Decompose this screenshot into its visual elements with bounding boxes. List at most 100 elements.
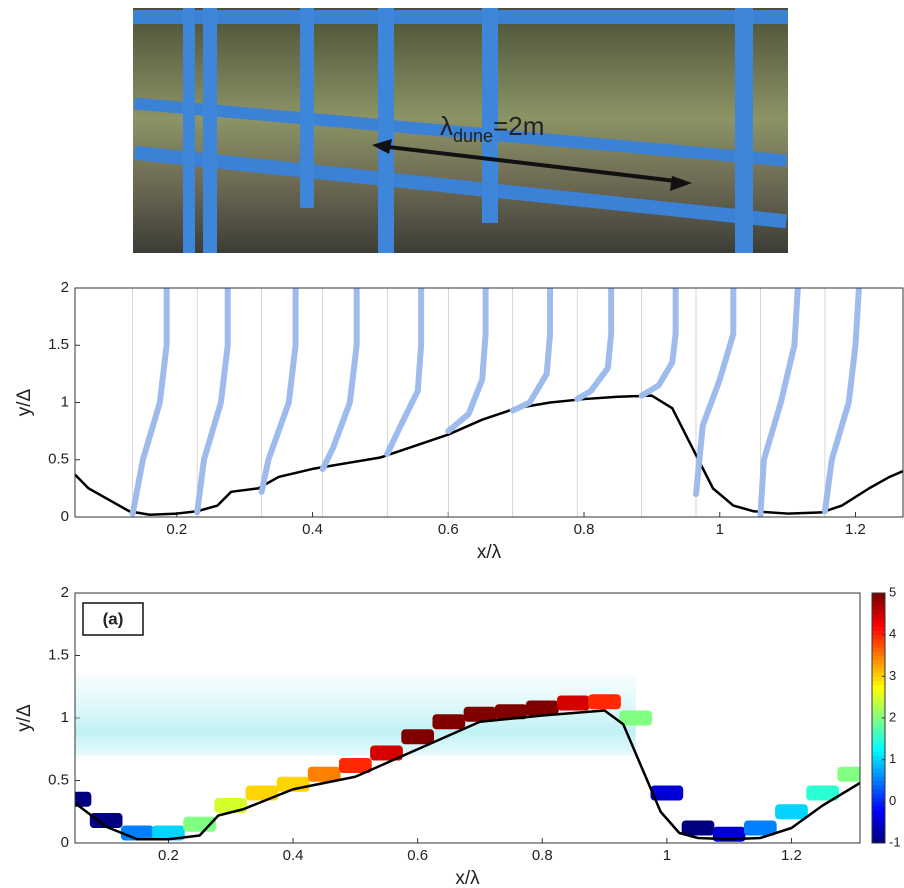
x-tick-label: 1 (663, 847, 671, 864)
colorbar-cell (872, 609, 885, 615)
y-tick-label: 0.5 (48, 771, 69, 788)
colorbar-cell (872, 763, 885, 769)
colorbar-tick-label: 4 (889, 626, 896, 641)
colorbar-cell (872, 797, 885, 802)
colorbar-cell (872, 688, 885, 694)
velocity-profile (129, 288, 170, 517)
x-tick-label: 1.2 (845, 521, 866, 538)
x-tick-label: 0.6 (438, 521, 459, 538)
colorbar-tick-label: 5 (889, 584, 896, 599)
plot-area (75, 288, 903, 517)
bed-profile (75, 709, 860, 841)
colorbar-cell (872, 601, 885, 606)
colorbar-cell (872, 680, 885, 686)
velocity-profile (319, 288, 360, 472)
colorbar-cell (872, 788, 885, 794)
y-tick-label: 2 (61, 584, 69, 601)
field-cell (339, 758, 372, 773)
post (203, 8, 217, 253)
x-axis-label: x/λ (455, 868, 480, 888)
field-cell (588, 694, 621, 710)
colorbar-cell (872, 713, 885, 719)
colorbar-cell (872, 738, 885, 744)
colorbar-cell (872, 634, 885, 640)
field-cell (245, 785, 279, 801)
arrow-head (670, 176, 692, 191)
field-cell (463, 706, 497, 722)
colorbar-cell (872, 801, 885, 806)
velocity-profile (194, 288, 231, 516)
colorbar-cell (872, 643, 885, 648)
colorbar-cell (872, 726, 885, 731)
colorbar-cell (872, 834, 885, 840)
post (482, 8, 498, 223)
velocity-profile (757, 288, 801, 517)
post (300, 8, 314, 208)
field-cell (89, 813, 123, 828)
y-tick-label: 0 (61, 834, 69, 851)
photo-annotation: λdune=2m (440, 111, 544, 146)
colorbar-cell (872, 668, 885, 673)
colorbar-cell (872, 776, 885, 781)
rail (134, 145, 787, 229)
colorbar-cell (872, 743, 885, 748)
colorbar-cell (872, 809, 885, 815)
colorbar-tick-label: 1 (889, 751, 896, 766)
colorbar-cell (872, 618, 885, 623)
field-cell (775, 804, 808, 820)
bed-profile (75, 394, 903, 516)
colorbar-cell (872, 651, 885, 656)
panel-label: (a) (103, 609, 124, 628)
y-tick-label: 1 (61, 393, 69, 410)
x-tick-label: 1 (716, 521, 724, 538)
velocity-profile (574, 288, 615, 403)
colorbar-cell (872, 659, 885, 665)
velocity-profile (638, 288, 679, 399)
field (75, 674, 860, 842)
colorbar-cell (872, 701, 885, 706)
y-tick-label: 1 (61, 709, 69, 726)
field-cell (619, 710, 653, 726)
velocity-profile (258, 288, 299, 495)
colorbar-cell (872, 747, 885, 752)
colorbar-cell (872, 830, 885, 836)
field-cell (432, 714, 466, 730)
field-cell (75, 791, 92, 807)
field-cell (557, 695, 590, 711)
colorbar-cell (872, 622, 885, 627)
colorbar-cell (872, 822, 885, 827)
colorbar-cell (872, 780, 885, 786)
colorbar-cell (872, 597, 885, 602)
colorbar-cell (872, 718, 885, 723)
y-tick-label: 0.5 (48, 451, 69, 468)
guides (132, 288, 826, 517)
x-tick-label: 0.8 (574, 521, 595, 538)
colorbar-cell (872, 805, 885, 811)
velocity-profile (509, 288, 554, 414)
post (378, 8, 394, 253)
colorbar-cell (872, 605, 885, 611)
rail (133, 10, 788, 24)
colorbar-cell (872, 630, 885, 636)
field-cell (307, 766, 341, 782)
colorbar-tick-label: 2 (889, 709, 896, 724)
colorbar-cell (872, 722, 885, 727)
colorbar-cell (872, 709, 885, 715)
photo: λdune=2m (133, 8, 788, 253)
arrow-head (372, 139, 392, 154)
colorbar-cell (872, 793, 885, 798)
field-cell (743, 820, 777, 836)
colorbar-cell (872, 676, 885, 681)
annotation-box (82, 602, 144, 636)
velocity-profile (693, 288, 737, 498)
colorbar-cell (872, 730, 885, 736)
rail (133, 97, 788, 167)
field-cell (494, 704, 528, 720)
velocity-profile (445, 288, 489, 435)
colorbar-cell (872, 772, 885, 777)
field-cell (837, 766, 860, 782)
velocity-profile (384, 288, 425, 458)
plot-area (75, 709, 860, 841)
field-cell (370, 745, 403, 761)
colorbar-cell (872, 734, 885, 740)
